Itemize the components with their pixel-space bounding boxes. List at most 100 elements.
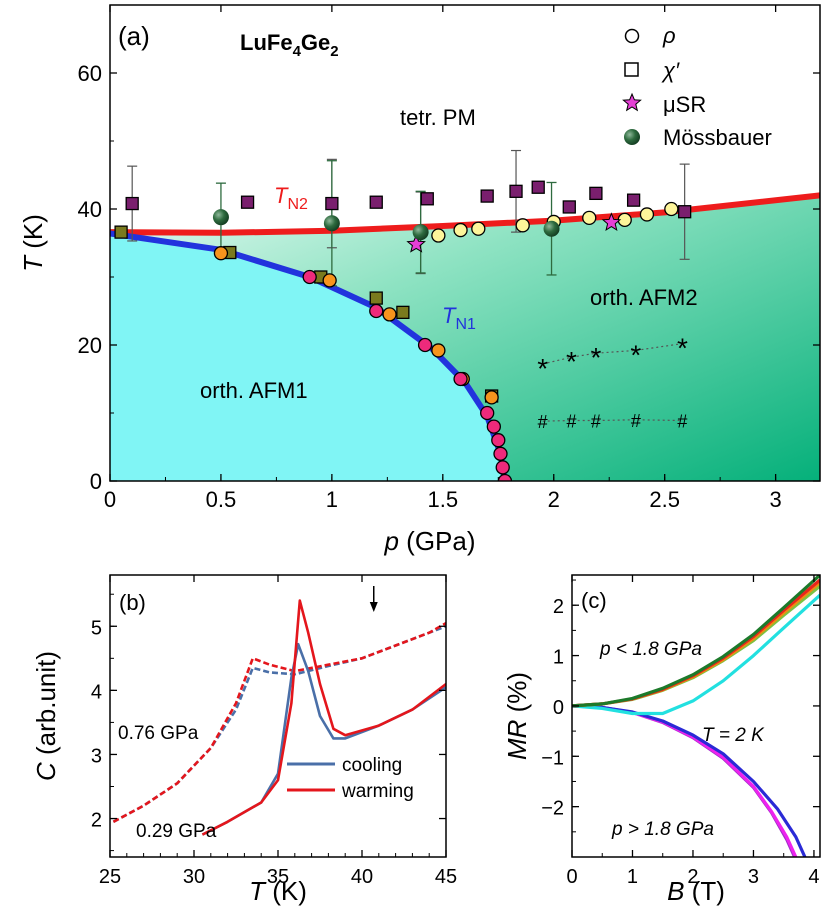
panel-c: 0 1 2 3 4 −2 −1 0 1 2 (c) p < 1.8 GPa T = 2 K p >…: [502, 574, 821, 906]
mr-line: [572, 575, 820, 708]
y-tick-label: 2: [91, 810, 102, 832]
x-tick-label: 0: [104, 487, 116, 512]
y-tick-label: 20: [78, 333, 102, 358]
rho-point-tn1-pink: [493, 446, 508, 461]
hash-point: #: [631, 411, 641, 431]
heat-capacity-cooling-line: [201, 642, 446, 836]
axis-symbol: T: [249, 876, 267, 906]
x-tick-label: 1.5: [428, 487, 459, 512]
x-tick-label: 2.5: [649, 487, 680, 512]
legend-b: cooling warming: [287, 755, 414, 802]
panel-b-xlabel: T (K): [249, 876, 307, 906]
rho-point-tn1-pink: [495, 460, 510, 475]
rho-point-tn1-pink: [497, 473, 513, 481]
chi-point: [678, 205, 692, 219]
legend-marker-musr: [622, 92, 642, 112]
annotation-temp: T = 2 K: [702, 725, 765, 746]
legend-marker-mossbauer: [624, 129, 640, 145]
panel-a-plot: * * * * * # # # # #: [110, 149, 820, 481]
rho-point-tn1-orange: [382, 307, 397, 322]
chi-point: [396, 305, 410, 320]
title-subscript: 4: [293, 43, 302, 60]
legend-label-rho: ρ: [662, 23, 676, 48]
x-tick-label: 0: [566, 866, 577, 888]
legend-marker-chi: [624, 62, 639, 77]
panel-c-label: (c): [581, 588, 607, 613]
axis-unit: (K): [265, 876, 307, 906]
x-tick-label: 2: [548, 487, 560, 512]
panel-a: * * * * * # # # # # 0 0.5 1 1.5 2 2.5 3 0 20 40 60 (a) LuFe…: [18, 4, 821, 556]
asterisk-point: *: [630, 339, 641, 370]
rho-point-tn2: [431, 228, 446, 243]
legend-label-musr: μSR: [663, 92, 706, 117]
region-label-afm1: orth. AFM1: [200, 378, 308, 403]
x-tick-label: 45: [435, 866, 457, 888]
axis-symbol: T: [18, 254, 48, 272]
x-tick-label: 4: [808, 866, 819, 888]
chi-point: [125, 196, 139, 211]
chi-point: [562, 200, 576, 214]
panel-b-label: (b): [119, 590, 146, 615]
asterisk-point: *: [677, 333, 688, 364]
legend-marker-rho: [624, 28, 640, 44]
axis-unit: (GPa): [399, 526, 476, 556]
chi-point: [369, 291, 383, 305]
rho-point-tn1-pink: [480, 405, 495, 421]
chi-point: [325, 196, 339, 211]
panel-a-label: (a): [118, 21, 150, 51]
panel-c-xlabel: B (T): [667, 876, 725, 906]
rho-point-tn1-pink: [369, 303, 384, 319]
panel-c-plot: [572, 575, 820, 857]
axis-unit: (T): [684, 876, 724, 906]
x-tick-label: 1: [326, 487, 338, 512]
x-tick-label: 0.5: [206, 487, 237, 512]
chi-point: [369, 195, 383, 209]
annotation-p-high: p > 1.8 GPa: [611, 819, 714, 840]
y-tick-label: 4: [91, 681, 102, 703]
y-tick-label: 40: [78, 197, 102, 222]
rho-point-tn1-pink: [302, 269, 317, 285]
arrow-marker: [369, 586, 378, 612]
title-text: Ge: [301, 30, 330, 55]
y-tick-label: 5: [91, 617, 102, 639]
chi-point: [480, 189, 494, 203]
y-tick-label: 0: [90, 469, 102, 494]
afm1-region: [110, 233, 505, 481]
rho-point-tn1-orange: [213, 246, 229, 261]
hash-point: #: [566, 411, 576, 431]
title-text: LuFe: [240, 30, 293, 55]
rho-point-tn1-pink: [417, 337, 433, 353]
chi-point: [240, 195, 255, 209]
heat-capacity-warming-line: [112, 621, 446, 823]
tn1-label: TN1: [442, 303, 476, 333]
rho-point-tn1-pink: [453, 371, 468, 387]
axis-symbol: C: [31, 762, 61, 781]
arrow-head: [369, 602, 378, 612]
x-tick-label: 35: [267, 866, 289, 888]
y-tick-label: −1: [541, 747, 564, 769]
mossbauer-point: [412, 224, 429, 241]
rho-point-tn1-orange: [484, 390, 499, 405]
legend-label-warming: warming: [341, 781, 414, 802]
legend: ρ χ′ μSR Mössbauer: [622, 23, 772, 150]
x-tick-label: 2: [687, 866, 698, 888]
mossbauer-point: [323, 215, 340, 232]
chi-point: [531, 180, 545, 194]
axis-unit: (%): [502, 672, 532, 720]
title-subscript: 2: [330, 43, 338, 60]
annotation-076: 0.76 GPa: [118, 723, 199, 744]
x-tick-label: 3: [770, 487, 782, 512]
rho-point-tn2: [664, 201, 679, 217]
rho-point-tn1-orange: [431, 343, 446, 358]
hash-point: #: [538, 412, 548, 432]
annotation-029: 0.29 GPa: [136, 821, 217, 842]
rho-point-tn1-pink: [486, 419, 501, 434]
chi-point: [420, 192, 434, 206]
rho-point-tn1-orange: [322, 273, 337, 288]
x-tick-label: 3: [748, 866, 759, 888]
y-tick-label: 60: [78, 61, 102, 86]
chi-point: [114, 225, 128, 239]
chart-title: LuFe4Ge2: [240, 30, 339, 60]
panel-a-frame: [109, 4, 821, 482]
